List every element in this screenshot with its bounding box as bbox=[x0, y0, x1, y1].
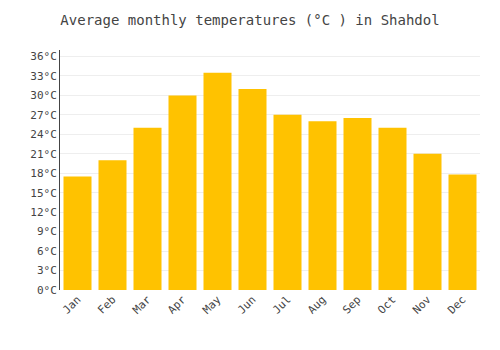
svg-text:0°C: 0°C bbox=[37, 284, 57, 297]
svg-text:18°C: 18°C bbox=[30, 167, 57, 180]
svg-text:9°C: 9°C bbox=[37, 225, 57, 238]
svg-text:36°C: 36°C bbox=[30, 50, 57, 63]
svg-text:27°C: 27°C bbox=[30, 109, 57, 122]
svg-text:12°C: 12°C bbox=[30, 206, 57, 219]
svg-text:Jan: Jan bbox=[60, 293, 83, 316]
svg-text:Average monthly temperatures (: Average monthly temperatures (°C ) in Sh… bbox=[60, 12, 439, 28]
svg-text:21°C: 21°C bbox=[30, 148, 57, 161]
svg-text:6°C: 6°C bbox=[37, 245, 57, 258]
svg-text:Jun: Jun bbox=[235, 293, 258, 316]
svg-text:24°C: 24°C bbox=[30, 128, 57, 141]
svg-text:Sep: Sep bbox=[340, 293, 363, 316]
svg-text:15°C: 15°C bbox=[30, 187, 57, 200]
svg-text:Feb: Feb bbox=[95, 293, 118, 316]
svg-text:30°C: 30°C bbox=[30, 89, 57, 102]
svg-text:33°C: 33°C bbox=[30, 70, 57, 83]
svg-text:Oct: Oct bbox=[375, 293, 398, 316]
svg-text:Aug: Aug bbox=[305, 293, 328, 316]
svg-text:3°C: 3°C bbox=[37, 264, 57, 277]
svg-text:Mar: Mar bbox=[130, 293, 154, 317]
svg-text:Nov: Nov bbox=[410, 293, 434, 317]
svg-text:Apr: Apr bbox=[165, 293, 189, 317]
svg-text:May: May bbox=[200, 293, 224, 317]
svg-text:Dec: Dec bbox=[445, 293, 468, 316]
svg-text:Jul: Jul bbox=[270, 293, 293, 316]
